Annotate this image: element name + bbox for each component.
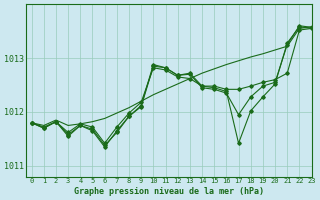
- X-axis label: Graphe pression niveau de la mer (hPa): Graphe pression niveau de la mer (hPa): [74, 187, 264, 196]
